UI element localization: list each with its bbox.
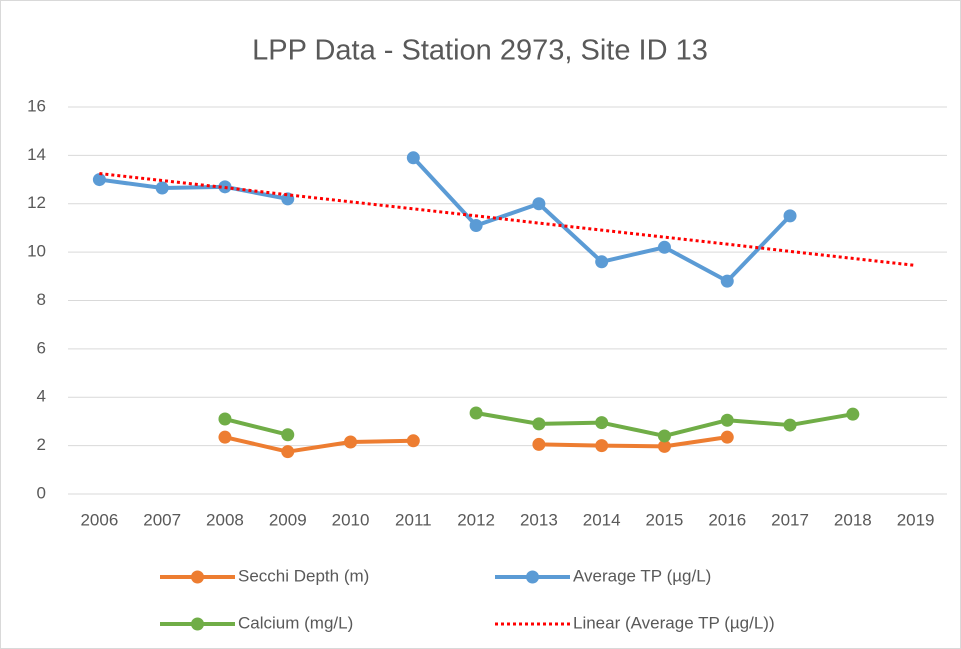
x-tick-label: 2011: [395, 510, 432, 529]
series-marker: [532, 197, 546, 211]
series-marker: [595, 416, 609, 430]
series-marker: [657, 240, 671, 254]
chart-title: LPP Data - Station 2973, Site ID 13: [252, 35, 708, 67]
y-tick-label: 12: [27, 193, 46, 212]
x-tick-label: 2015: [646, 510, 684, 529]
series-line: [99, 172, 916, 267]
legend-label: Calcium (mg/L): [238, 613, 353, 632]
series-marker: [846, 407, 860, 421]
series-marker: [406, 434, 420, 448]
x-tick-label: 2007: [143, 510, 181, 529]
series-marker: [281, 445, 295, 459]
legend-label: Linear (Average TP (µg/L)): [573, 613, 775, 632]
legend-marker: [191, 570, 204, 584]
x-tick-label: 2010: [332, 510, 370, 529]
x-tick-label: 2006: [80, 510, 118, 529]
series-marker: [92, 173, 106, 187]
series-marker: [281, 428, 295, 442]
legend-marker: [191, 617, 204, 631]
series-marker: [595, 255, 609, 269]
series-marker: [218, 430, 232, 444]
series-marker: [783, 418, 797, 432]
series-marker: [532, 417, 546, 431]
series-marker: [406, 151, 420, 165]
x-tick-label: 2008: [206, 510, 244, 529]
series-marker: [344, 435, 358, 449]
series-marker: [657, 429, 671, 443]
x-tick-label: 2012: [457, 510, 495, 529]
x-tick-label: 2017: [771, 510, 809, 529]
legend-marker: [526, 570, 539, 584]
x-tick-label: 2013: [520, 510, 558, 529]
series-marker: [720, 274, 734, 288]
x-tick-label: 2014: [583, 510, 621, 529]
y-tick-label: 8: [37, 290, 46, 309]
y-tick-label: 10: [27, 242, 46, 261]
x-tick-label: 2009: [269, 510, 307, 529]
series-marker: [783, 209, 797, 223]
y-tick-label: 6: [37, 338, 46, 357]
y-tick-label: 14: [27, 145, 46, 164]
legend-label: Secchi Depth (m): [238, 566, 369, 585]
series-marker: [657, 439, 671, 453]
series-marker: [532, 437, 546, 451]
y-tick-label: 4: [37, 387, 46, 406]
series-marker: [155, 181, 169, 195]
x-tick-label: 2019: [897, 510, 935, 529]
x-tick-label: 2016: [708, 510, 746, 529]
series-marker: [720, 413, 734, 427]
x-tick-label: 2018: [834, 510, 872, 529]
series-marker: [720, 430, 734, 444]
y-tick-label: 2: [37, 435, 46, 454]
series-marker: [469, 219, 483, 233]
series-marker: [469, 406, 483, 420]
series-marker: [218, 412, 232, 426]
series-line: [224, 435, 728, 454]
legend-label: Average TP (µg/L): [573, 566, 711, 585]
y-tick-label: 16: [27, 96, 46, 115]
series-marker: [595, 439, 609, 453]
y-tick-label: 0: [37, 483, 46, 502]
